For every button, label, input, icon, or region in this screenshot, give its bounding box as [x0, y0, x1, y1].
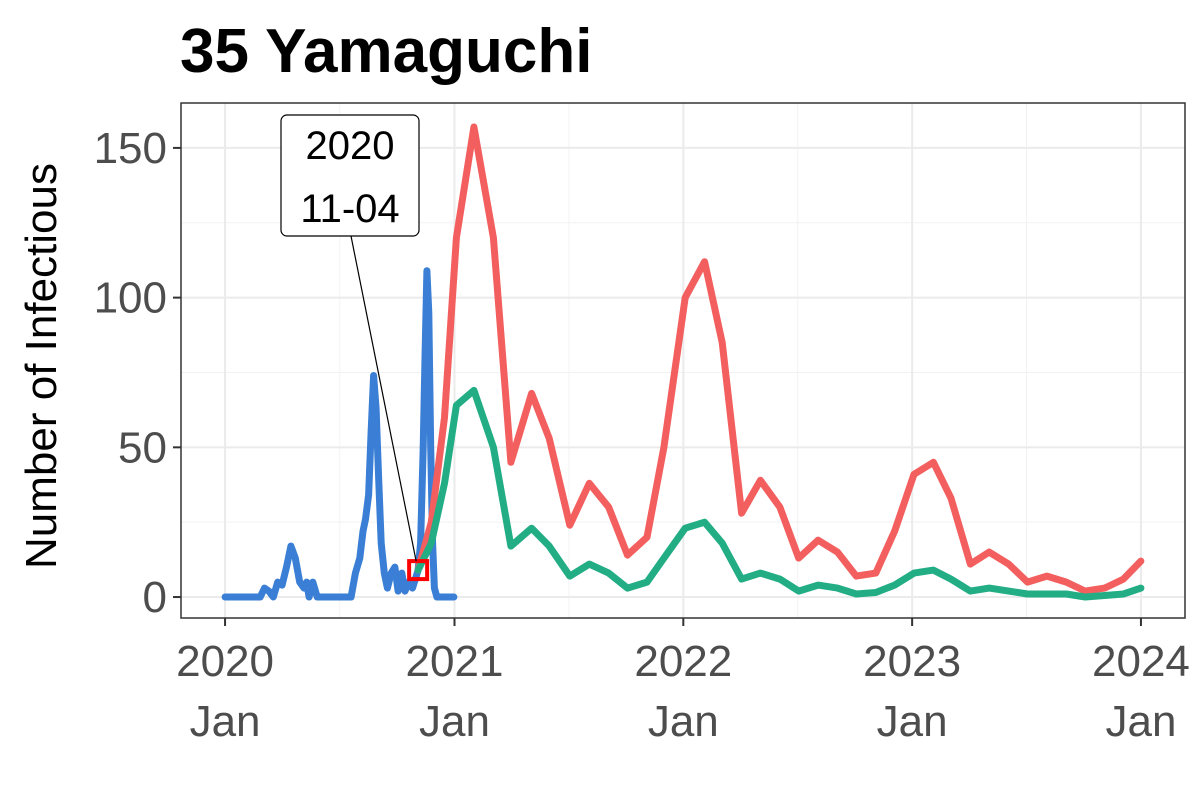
x-tick-label-year: 2021	[406, 637, 504, 686]
annotation-leader-line	[350, 235, 417, 562]
x-tick-label-year: 2023	[863, 637, 961, 686]
series-group	[221, 123, 1145, 601]
x-tick-label-month: Jan	[648, 697, 719, 746]
x-tick-label-year: 2020	[176, 637, 274, 686]
annotation: 2020 11-04	[280, 114, 430, 582]
y-tick-label: 50	[118, 423, 167, 472]
x-tick-label-year: 2024	[1092, 637, 1190, 686]
x-tick-label-month: Jan	[877, 697, 948, 746]
annotation-label-line2: 11-04	[300, 187, 399, 231]
x-tick-label-year: 2022	[634, 637, 732, 686]
x-tick-label-month: Jan	[1105, 697, 1176, 746]
x-tick-label-month: Jan	[190, 697, 261, 746]
series-line-3	[414, 386, 1145, 601]
series-line-1	[221, 267, 458, 601]
y-tick-label: 150	[94, 124, 167, 173]
series-line-2	[414, 123, 1145, 595]
annotation-box	[280, 114, 420, 237]
axes: 0 50 100 150 2020 Jan 2021 Jan 2022 Jan 2023 Jan 202…	[94, 124, 1190, 746]
y-tick-label: 100	[94, 274, 167, 323]
chart-title: 35 Yamaguchi	[180, 17, 592, 86]
y-axis-label: Number of Infectious	[17, 163, 66, 569]
x-tick-label-month: Jan	[419, 697, 490, 746]
y-tick-label: 0	[143, 573, 167, 622]
annotation-label-line1: 2020	[306, 124, 395, 168]
annotation-marker	[407, 559, 430, 582]
